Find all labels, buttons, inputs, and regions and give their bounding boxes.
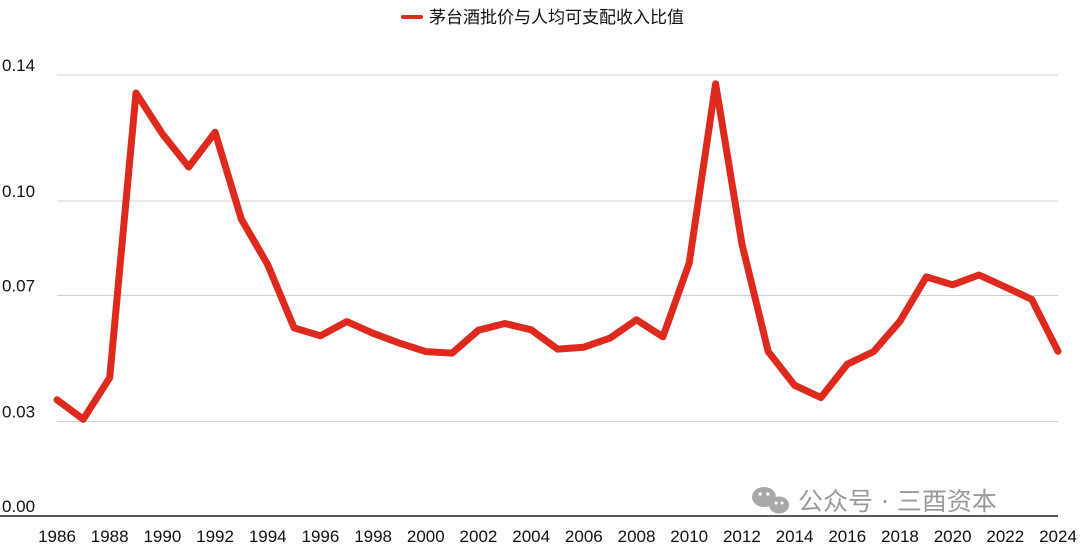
watermark: 公众号 · 三酉资本 <box>752 487 997 516</box>
data-point <box>1002 283 1009 290</box>
x-tick-label: 2014 <box>776 527 814 545</box>
data-point <box>291 324 298 331</box>
data-point <box>343 318 350 325</box>
x-tick-label: 2016 <box>828 527 866 545</box>
x-tick-label: 2024 <box>1039 527 1077 545</box>
data-point <box>370 330 377 337</box>
x-tick-label: 2020 <box>934 527 972 545</box>
data-point <box>449 350 456 357</box>
data-point <box>870 348 877 355</box>
data-point <box>844 361 851 368</box>
data-point <box>712 80 719 87</box>
data-point <box>896 318 903 325</box>
data-point <box>975 272 982 279</box>
x-tick-label: 1986 <box>38 527 76 545</box>
y-tick-label: 0.10 <box>2 182 35 201</box>
x-tick-label: 2010 <box>670 527 708 545</box>
y-axis-ticks: 0.00 0.03 0.07 0.10 0.14 <box>2 56 35 516</box>
x-tick-label: 1994 <box>249 527 287 545</box>
data-point <box>686 260 693 267</box>
data-point <box>422 348 429 355</box>
data-point <box>633 316 640 323</box>
data-point <box>159 130 166 137</box>
x-tick-label: 2018 <box>881 527 919 545</box>
data-point <box>1028 296 1035 303</box>
gridlines <box>0 74 1058 517</box>
data-point <box>396 340 403 347</box>
data-point <box>317 332 324 339</box>
data-point <box>607 335 614 342</box>
data-point <box>528 326 535 333</box>
y-tick-label: 0.03 <box>2 403 35 422</box>
data-point <box>80 416 87 423</box>
x-tick-label: 2006 <box>565 527 603 545</box>
data-point <box>554 346 561 353</box>
data-point <box>738 240 745 247</box>
data-point <box>133 89 140 96</box>
x-tick-label: 1990 <box>143 527 181 545</box>
data-point <box>475 327 482 334</box>
data-point <box>185 163 192 170</box>
data-point <box>501 320 508 327</box>
data-point <box>659 333 666 340</box>
data-point <box>106 374 113 381</box>
data-point <box>817 394 824 401</box>
wechat-icon <box>752 487 789 514</box>
x-axis-ticks: 1986 1988 1990 1992 1994 1996 1998 2000 2002 2004… <box>38 527 1077 545</box>
x-tick-label: 1998 <box>354 527 392 545</box>
data-point <box>212 129 219 136</box>
x-tick-label: 2022 <box>986 527 1024 545</box>
x-tick-label: 2012 <box>723 527 761 545</box>
data-point <box>264 261 271 268</box>
data-point <box>580 344 587 351</box>
x-tick-label: 2000 <box>407 527 445 545</box>
x-tick-label: 1996 <box>302 527 340 545</box>
series-line <box>53 80 1062 423</box>
x-tick-label: 2004 <box>512 527 550 545</box>
x-tick-label: 1992 <box>196 527 234 545</box>
data-point <box>54 396 60 403</box>
data-point <box>238 216 245 223</box>
x-tick-label: 2002 <box>460 527 498 545</box>
y-tick-label: 0.07 <box>2 277 35 296</box>
y-tick-label: 0.14 <box>2 56 35 75</box>
data-point <box>949 281 956 288</box>
watermark-text: 公众号 · 三酉资本 <box>798 487 997 516</box>
series-layer <box>53 80 1062 423</box>
data-point <box>791 382 798 389</box>
data-point <box>1055 348 1061 355</box>
legend-label: 茅台酒批价与人均可支配收入比值 <box>429 8 684 28</box>
data-point <box>923 273 930 280</box>
legend: 茅台酒批价与人均可支配收入比值 <box>401 8 684 28</box>
data-point <box>765 348 772 355</box>
x-tick-label: 2008 <box>618 527 656 545</box>
x-tick-label: 1988 <box>91 527 129 545</box>
y-tick-label: 0.00 <box>2 497 35 516</box>
